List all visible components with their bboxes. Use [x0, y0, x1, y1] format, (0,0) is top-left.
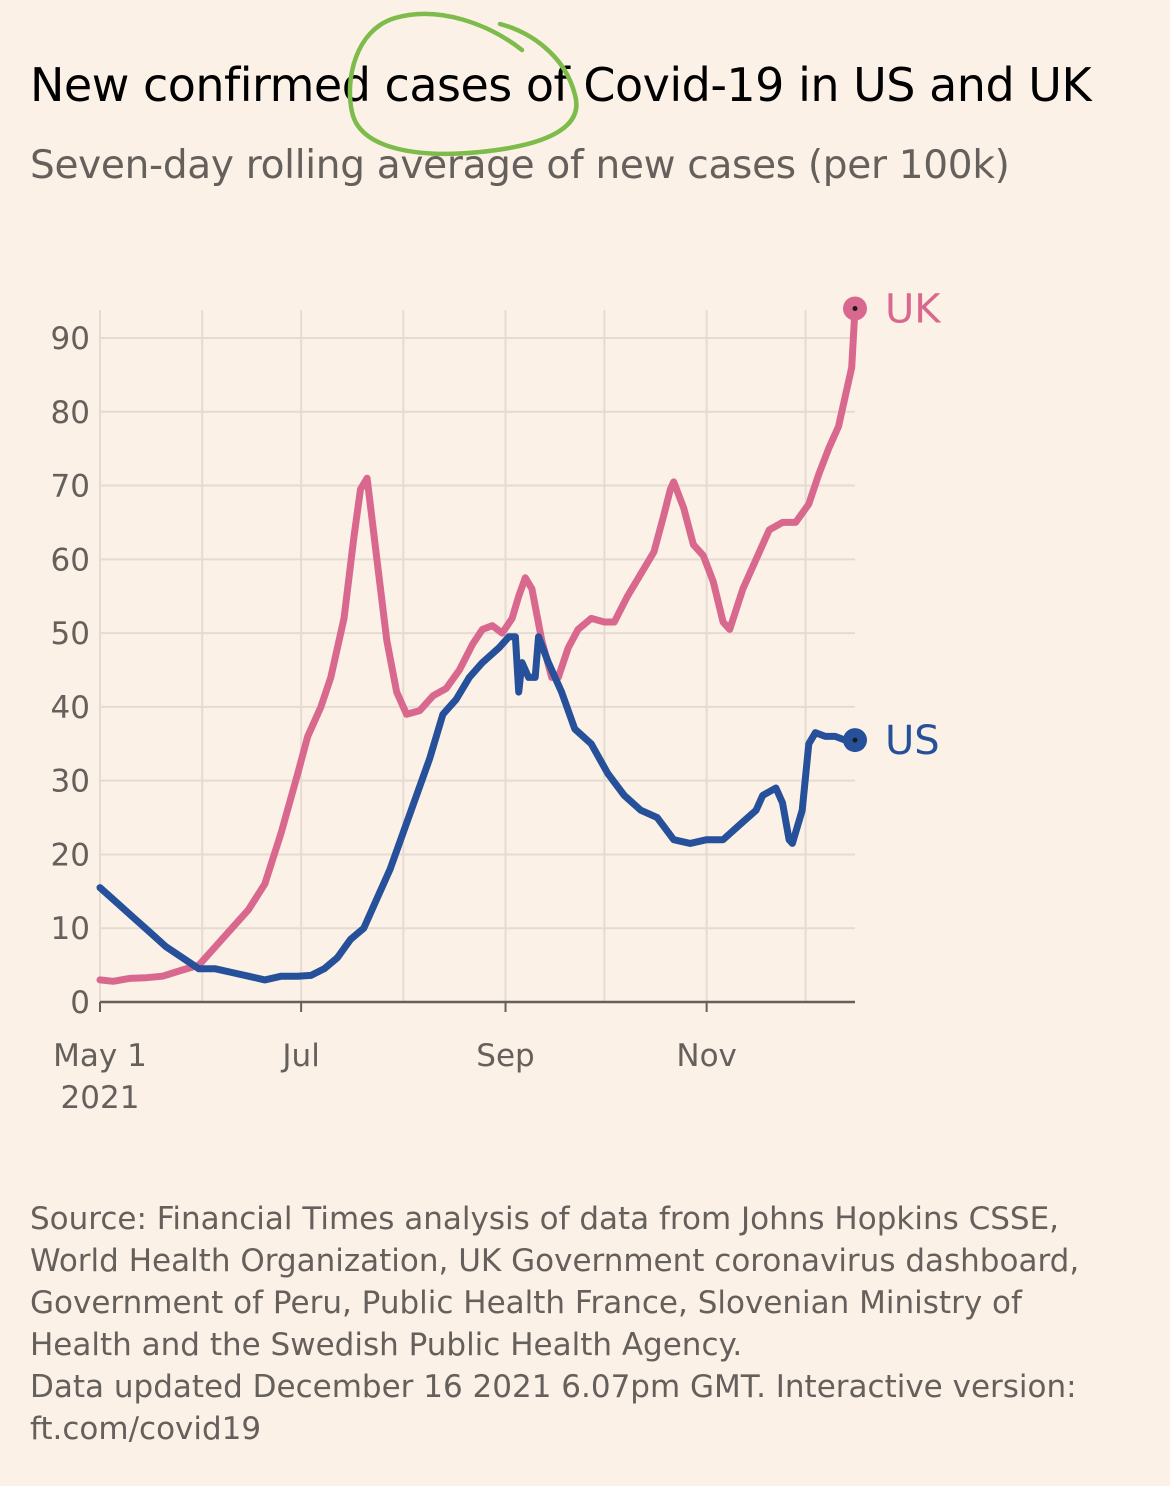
y-tick-label: 80	[51, 395, 90, 431]
x-tick-sublabel: 2021	[61, 1080, 140, 1116]
y-tick-label: 70	[51, 469, 90, 505]
source-line: ft.com/covid19	[30, 1411, 262, 1447]
source-line: World Health Organization, UK Government…	[30, 1243, 1080, 1279]
chart-subtitle: Seven-day rolling average of new cases (…	[30, 143, 1010, 188]
x-tick-label: Sep	[476, 1038, 534, 1074]
source-line: Source: Financial Times analysis of data…	[30, 1201, 1060, 1237]
series-label-uk: UK	[885, 286, 942, 332]
y-tick-label: 50	[51, 616, 90, 652]
x-tick-label: Nov	[676, 1038, 737, 1074]
source-line: Health and the Swedish Public Health Age…	[30, 1327, 743, 1363]
series-line-uk	[96, 305, 859, 985]
source-line: Data updated December 16 2021 6.07pm GMT…	[30, 1369, 1077, 1405]
annotation-circle	[347, 11, 579, 156]
y-tick-label: 40	[51, 690, 90, 726]
series-end-labels: UK US	[843, 286, 942, 764]
series-lines	[96, 305, 859, 985]
series-line-us	[96, 633, 859, 984]
series-endpoint-dot	[852, 305, 858, 311]
y-tick-label: 90	[51, 321, 90, 357]
grid-lines	[99, 310, 855, 1002]
x-tick-label: Jul	[280, 1038, 319, 1074]
y-tick-label: 0	[70, 985, 90, 1021]
source-line: Government of Peru, Public Health France…	[30, 1285, 1022, 1321]
axes: 0 10 20 30 40 50 60 70 80 90 May 1 2021 Jul Sep Nov	[51, 321, 855, 1116]
x-tick-label: May 1	[53, 1038, 147, 1074]
y-tick-label: 60	[51, 542, 90, 578]
source-note: Source: Financial Times analysis of data…	[30, 1198, 1140, 1450]
y-tick-label: 20	[51, 837, 90, 873]
y-tick-label: 30	[51, 764, 90, 800]
y-tick-label: 10	[51, 911, 90, 947]
hand-drawn-annotation	[347, 11, 579, 156]
series-label-us: US	[885, 718, 940, 764]
line-chart: 0 10 20 30 40 50 60 70 80 90 May 1 2021 Jul Sep Nov UK…	[51, 11, 942, 1116]
series-endpoint-dot	[852, 737, 858, 743]
